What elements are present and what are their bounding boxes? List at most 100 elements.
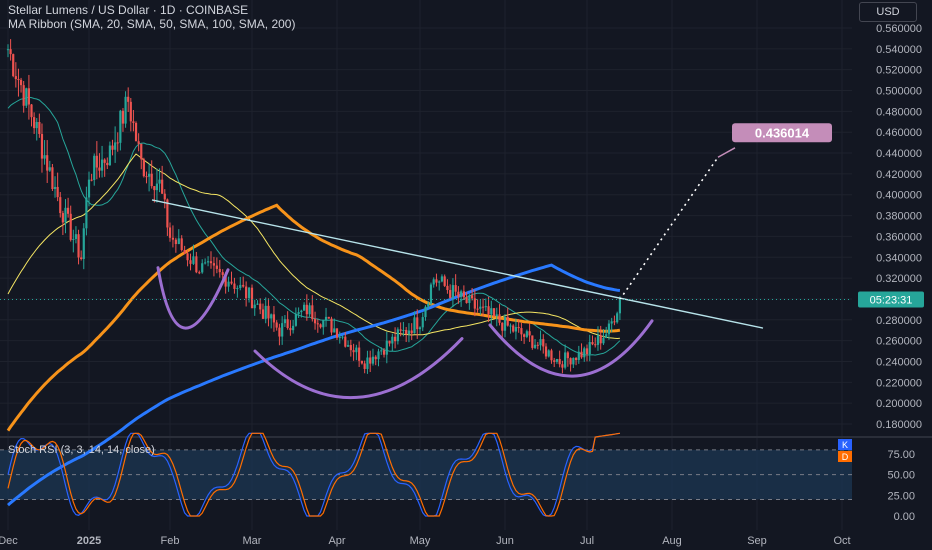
candle-body: [46, 155, 49, 171]
candle-body: [33, 117, 36, 129]
target-price-box: [732, 123, 832, 143]
x-tick-label: May: [410, 535, 431, 547]
candle-body: [523, 334, 526, 337]
candle-body: [140, 143, 143, 160]
candle-body: [432, 279, 435, 285]
candle-body: [256, 303, 259, 305]
candle-body: [292, 325, 295, 331]
y-tick-label: 0.220000: [876, 377, 922, 389]
currency-button[interactable]: USD: [859, 2, 917, 22]
candle-body: [77, 234, 80, 258]
candle-body: [616, 313, 619, 323]
left-shoulder-arc: [156, 266, 230, 330]
candle-body: [410, 330, 413, 334]
candle-body: [224, 274, 227, 287]
candle-body: [366, 357, 369, 369]
candle-body: [155, 183, 159, 191]
candle-body: [195, 256, 198, 273]
candle-body: [72, 238, 75, 240]
candle-body: [209, 261, 213, 264]
candle-body: [6, 49, 10, 51]
candle-body: [40, 133, 44, 159]
stoch-d-line: [7, 432, 620, 517]
candle-body: [479, 306, 482, 309]
candle-body: [454, 285, 457, 292]
candle-body: [525, 331, 528, 337]
candle-body: [476, 308, 479, 310]
candle-body: [261, 309, 265, 319]
candle-body: [147, 173, 151, 177]
candle-body: [360, 360, 363, 364]
candle-body: [38, 122, 41, 134]
candle-body: [440, 276, 444, 282]
candle-body: [346, 345, 350, 347]
candle-body: [492, 308, 496, 317]
candle-body: [27, 88, 31, 105]
candle-body: [174, 239, 177, 245]
x-tick-label: Oct: [833, 535, 850, 547]
candle-body: [111, 145, 114, 150]
candle-body: [561, 364, 564, 368]
x-tick-label: Jun: [496, 535, 514, 547]
x-tick-label: Dec: [0, 535, 18, 547]
candle-body: [371, 356, 375, 364]
x-tick-label: Apr: [328, 535, 345, 547]
candle-body: [283, 319, 287, 324]
rsi-tick-label: 0.00: [894, 511, 915, 523]
candle-body: [316, 323, 319, 325]
candle-body: [405, 329, 408, 335]
candle-body: [17, 79, 20, 81]
candle-body: [382, 350, 386, 355]
chart-title: Stellar Lumens / US Dollar · 1D · COINBA…: [8, 3, 249, 17]
candle-body: [134, 122, 138, 142]
candle-body: [588, 342, 591, 355]
candle-body: [127, 96, 130, 102]
indicator-legend[interactable]: MA Ribbon (SMA, 20, SMA, 50, SMA, 100, S…: [8, 17, 296, 31]
candles: [6, 39, 622, 374]
candle-body: [544, 346, 548, 357]
candle-body: [553, 360, 556, 362]
candle-body: [349, 345, 352, 351]
candle-body: [322, 320, 325, 328]
candle-body: [418, 327, 422, 330]
candle-body: [201, 263, 204, 273]
y-tick-label: 0.480000: [876, 106, 922, 118]
candle-body: [95, 155, 98, 168]
candle-body: [481, 306, 485, 308]
candle-body: [108, 145, 112, 166]
candle-body: [341, 336, 344, 338]
candle-body: [103, 159, 106, 163]
candle-body: [259, 303, 262, 310]
candle-body: [327, 316, 330, 319]
candle-body: [396, 329, 399, 342]
candle-body: [93, 155, 96, 180]
candle-body: [330, 318, 333, 333]
stoch-rsi-label[interactable]: Stoch RSI (3, 3, 14, 14, close): [8, 444, 155, 456]
candle-body: [377, 351, 380, 360]
candle-body: [239, 284, 242, 289]
candle-body: [51, 167, 54, 190]
candle-body: [302, 304, 306, 311]
candle-body: [594, 344, 597, 346]
candle-body: [618, 299, 622, 314]
x-tick-label: Feb: [161, 535, 180, 547]
candle-body: [338, 337, 341, 339]
candle-body: [391, 336, 394, 344]
candle-body: [470, 295, 474, 299]
candle-body: [512, 325, 515, 332]
x-tick-label: Jul: [580, 535, 594, 547]
k-badge: [838, 439, 852, 450]
target-connector: [717, 147, 736, 158]
candle-body: [509, 325, 512, 327]
candle-body: [30, 104, 33, 118]
k-badge-label: K: [842, 440, 848, 450]
candle-body: [380, 350, 383, 352]
candle-body: [145, 176, 148, 178]
y-tick-label: 0.260000: [876, 336, 922, 348]
candle-body: [168, 227, 172, 238]
candle-body: [267, 305, 270, 319]
d-badge: [838, 451, 852, 462]
candle-body: [473, 298, 476, 309]
candle-body: [80, 257, 83, 259]
